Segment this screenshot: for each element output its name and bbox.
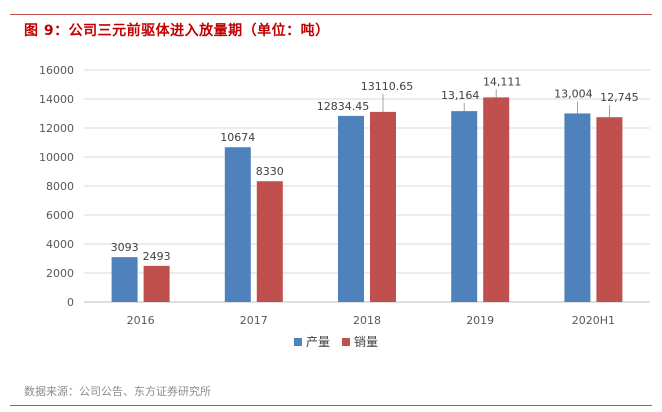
bar-production <box>111 257 138 302</box>
top-rule <box>10 14 652 15</box>
source-note: 数据来源：公司公告、东方证券研究所 <box>24 385 211 398</box>
x-tick-label: 2019 <box>466 314 494 327</box>
data-label: 13,004 <box>554 87 593 100</box>
data-label: 13,164 <box>441 89 480 102</box>
bar-production <box>451 111 478 302</box>
y-tick-label: 10000 <box>39 151 74 164</box>
x-tick-label: 2018 <box>353 314 381 327</box>
legend-swatch-sales <box>342 338 350 346</box>
bar-sales <box>596 117 623 302</box>
figure-title: 图 9：公司三元前驱体进入放量期（单位：吨） <box>24 23 330 39</box>
x-tick-label: 2020H1 <box>572 314 615 327</box>
data-label: 3093 <box>111 241 139 254</box>
y-tick-label: 16000 <box>39 64 74 77</box>
x-tick-label: 2016 <box>127 314 155 327</box>
x-tick-label: 2017 <box>240 314 268 327</box>
data-label: 14,111 <box>483 75 522 88</box>
y-tick-label: 14000 <box>39 93 74 106</box>
bars <box>111 97 623 303</box>
y-tick-label: 2000 <box>46 267 74 280</box>
y-tick-label: 4000 <box>46 238 74 251</box>
y-tick-label: 0 <box>67 296 74 309</box>
legend-swatch-production <box>294 338 302 346</box>
legend-label: 产量 <box>306 335 330 349</box>
data-label: 12834.45 <box>317 100 370 113</box>
bottom-rule <box>10 405 652 406</box>
data-label: 10674 <box>220 131 255 144</box>
y-tick-label: 12000 <box>39 122 74 135</box>
legend: 产量 销量 <box>294 335 378 349</box>
legend-label: 销量 <box>354 335 378 349</box>
data-labels: 3093249310674833012834.4513110.6513,1641… <box>111 75 639 262</box>
grid-lines <box>84 69 650 303</box>
x-axis-tick-labels: 2016 2017 2018 2019 2020H1 <box>127 314 615 327</box>
bar-sales <box>483 97 510 302</box>
data-label: 12,745 <box>600 91 639 104</box>
y-axis-tick-labels: 0 2000 4000 6000 8000 10000 12000 14000 16000 <box>39 64 74 309</box>
y-tick-label: 8000 <box>46 180 74 193</box>
data-label: 2493 <box>143 250 171 263</box>
bar-production <box>564 113 591 302</box>
bar-sales <box>256 181 283 302</box>
bar-production <box>338 115 364 302</box>
data-label: 13110.65 <box>361 80 414 93</box>
y-tick-label: 6000 <box>46 209 74 222</box>
bar-sales <box>143 265 170 302</box>
bar-production <box>224 147 251 302</box>
bar-sales <box>370 111 396 303</box>
data-label: 8330 <box>256 165 284 178</box>
